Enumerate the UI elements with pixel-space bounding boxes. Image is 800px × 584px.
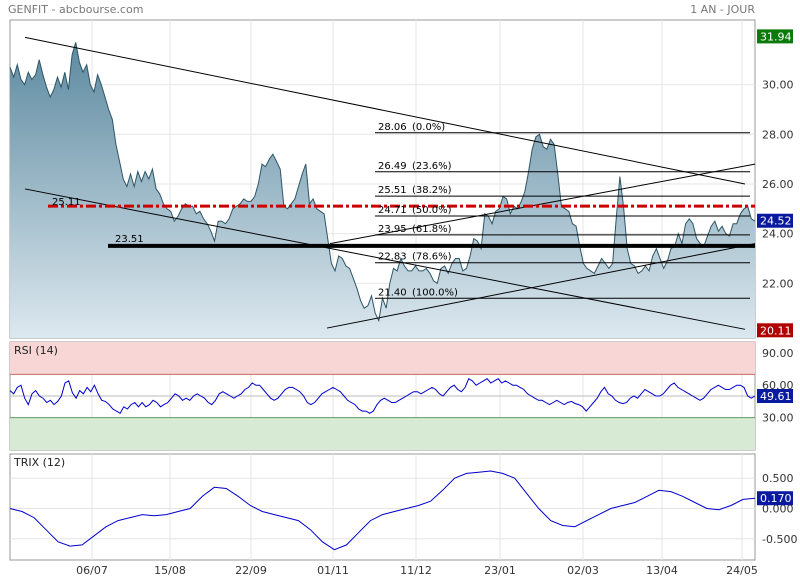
x-tick-label: 11/12 <box>400 564 432 577</box>
trix-panel-label: TRIX (12) <box>13 456 65 469</box>
trend-line <box>24 188 746 330</box>
rsi-bands <box>10 342 755 450</box>
fib-level-value: 21.40 <box>378 287 407 298</box>
x-tick-label: 02/03 <box>567 564 599 577</box>
fib-level-pct: (78.6%) <box>412 252 452 263</box>
fib-level-pct: (0.0%) <box>412 122 445 133</box>
chart-header-period: 1 AN - JOUR <box>690 3 755 16</box>
trix-last-badge-bg <box>757 491 793 506</box>
x-tick-label: 15/08 <box>154 564 186 577</box>
x-tick-label: 23/01 <box>484 564 516 577</box>
price-y-tick-label: 28.00 <box>762 128 794 141</box>
price-high-badge: 31.94 <box>760 30 792 43</box>
rsi-overbought-zone <box>10 342 755 375</box>
x-tick-label: 01/11 <box>317 564 349 577</box>
price-y-tick-label: 22.00 <box>762 277 794 290</box>
trix-y-tick-label: -0.500 <box>762 533 797 546</box>
price-area <box>10 42 755 339</box>
trend-line <box>326 243 756 329</box>
fib-level-pct: (38.2%) <box>412 185 452 196</box>
fibonacci-layer: 28.06 (0.0%) 26.49 (23.6%) 25.51 (38.2%) 24.71… <box>375 122 750 299</box>
trend-line <box>24 36 746 185</box>
rsi-last-badge: 49.61 <box>760 390 792 403</box>
price-y-tick-label: 26.00 <box>762 178 794 191</box>
price-low-badge: 20.11 <box>760 324 792 337</box>
trix-last-badge: 0.170 <box>760 492 792 505</box>
price-low-badge-bg <box>757 323 793 338</box>
price-last-badge: 24.52 <box>760 215 792 228</box>
fib-level-value: 22.83 <box>378 252 407 263</box>
rsi-oversold-zone <box>10 417 755 450</box>
rsi-series-layer <box>9 377 756 414</box>
trix-panel <box>9 453 756 561</box>
x-tick-label: 24/05 <box>726 564 758 577</box>
x-tick-label: 06/07 <box>76 564 108 577</box>
trix-line <box>9 470 756 551</box>
chart-header-symbol: GENFIT - abcbourse.com <box>8 3 143 16</box>
price-last-badge-bg <box>757 213 793 228</box>
rsi-last-badge-bg <box>757 389 793 403</box>
support-label-black: 23.51 <box>115 234 144 245</box>
trix-y-tick-label: 0.000 <box>762 503 794 516</box>
price-y-tick-label: 30.00 <box>762 79 794 92</box>
axes-layer: 06/07 15/08 22/09 01/11 11/12 23/01 02/03 13/04… <box>76 29 797 577</box>
x-tick-label: 13/04 <box>646 564 678 577</box>
rsi-y-tick-label: 90.00 <box>762 347 794 360</box>
fib-level-pct: (61.8%) <box>412 224 452 235</box>
trend-line <box>329 163 756 245</box>
fib-level-value: 26.49 <box>378 161 407 172</box>
rsi-y-tick-label: 60.00 <box>762 379 794 392</box>
rsi-y-tick-label: 30.00 <box>762 412 794 425</box>
rsi-line <box>9 377 756 414</box>
support-label-red: 25.11 <box>52 197 81 208</box>
fib-level-value: 24.71 <box>378 205 407 216</box>
price-y-tick-label: 24.00 <box>762 228 794 241</box>
rsi-panel-label: RSI (14) <box>14 344 58 357</box>
fib-level-pct: (23.6%) <box>412 161 452 172</box>
trend-lines-layer: 25.11 23.51 <box>24 36 756 330</box>
trix-series-layer <box>9 470 756 551</box>
fib-level-pct: (50.0%) <box>412 205 452 216</box>
fib-level-pct: (100.0%) <box>412 287 458 298</box>
fib-level-value: 28.06 <box>378 122 407 133</box>
x-tick-label: 22/09 <box>235 564 267 577</box>
price-high-badge-bg <box>757 29 793 44</box>
fib-level-value: 25.51 <box>378 185 407 196</box>
fib-level-value: 23.95 <box>378 224 407 235</box>
trix-y-tick-label: 0.500 <box>762 472 794 485</box>
